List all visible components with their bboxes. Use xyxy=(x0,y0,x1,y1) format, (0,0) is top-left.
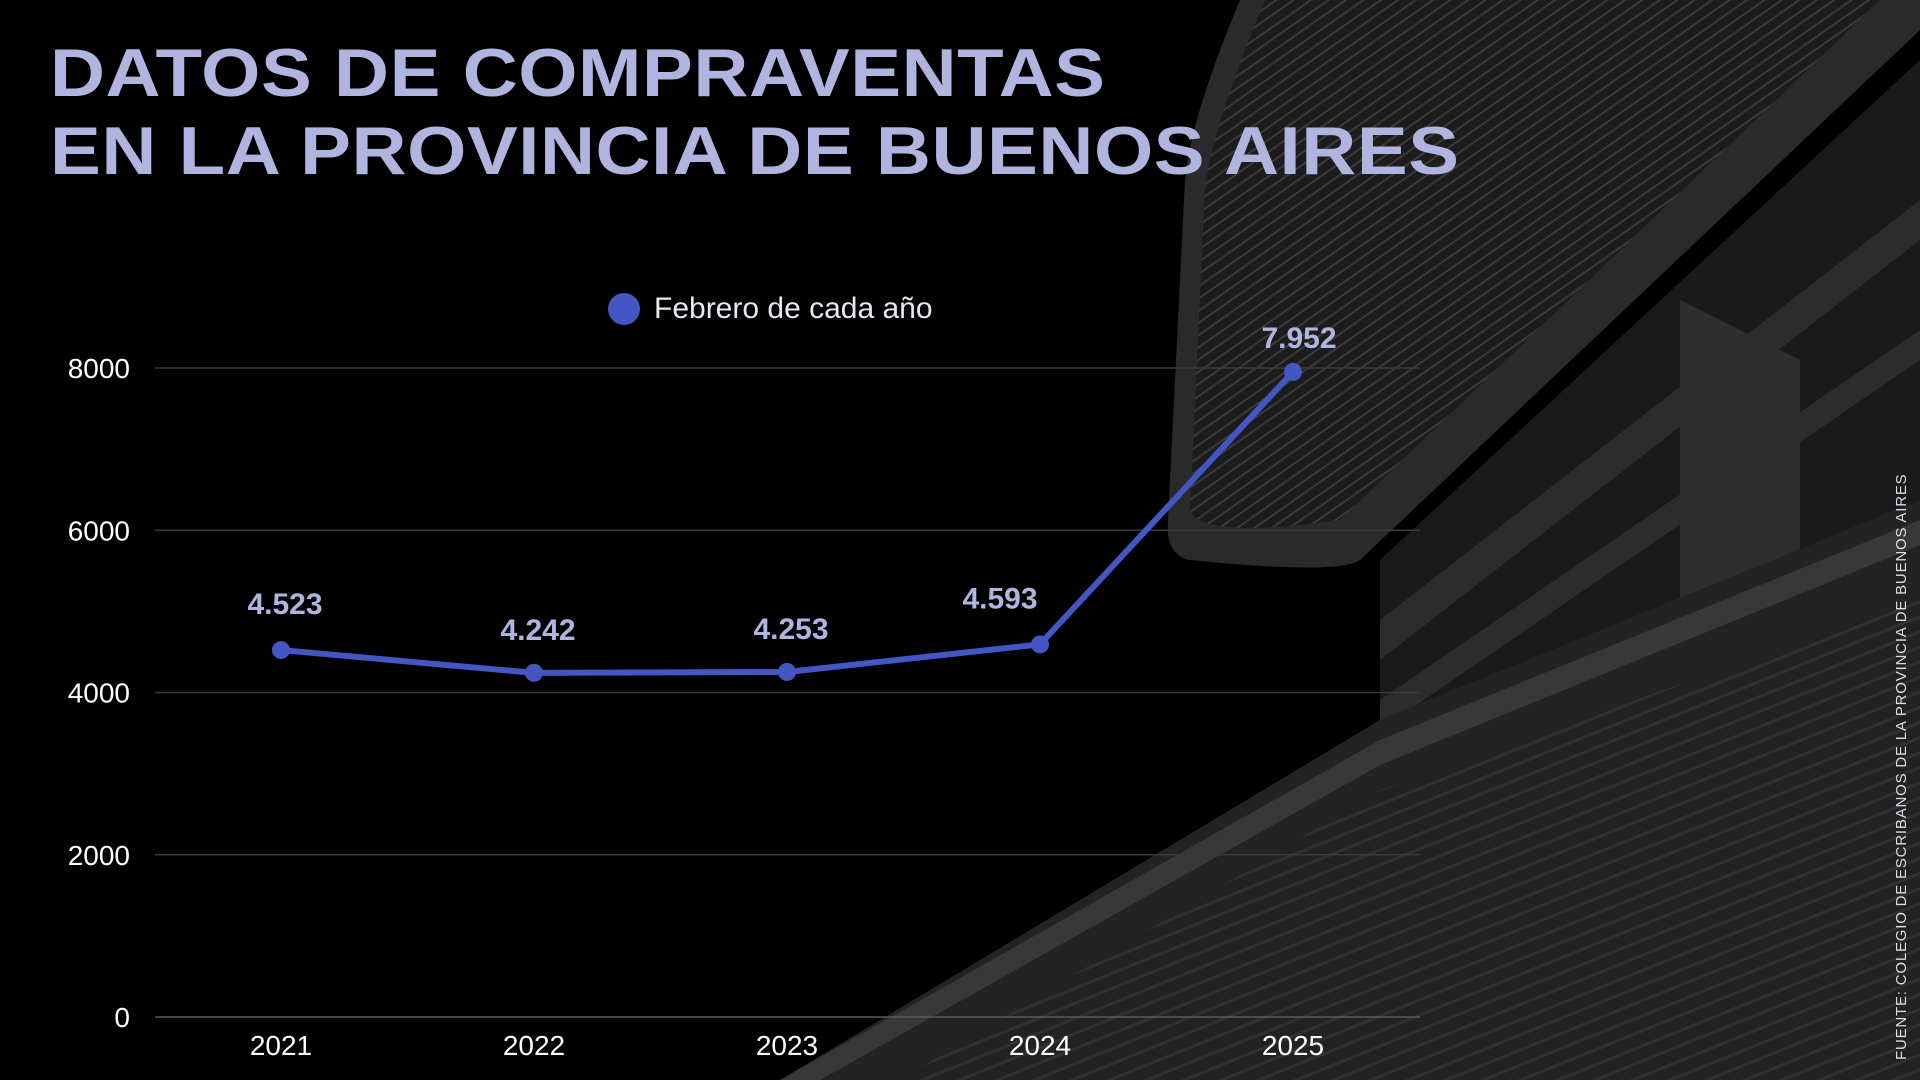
data-point xyxy=(272,641,290,660)
x-axis-tick-label: 2022 xyxy=(503,1030,565,1061)
data-label: 4.242 xyxy=(500,614,575,647)
title-line-1: DATOS DE COMPRAVENTAS xyxy=(50,35,1106,111)
legend-label: Febrero de cada año xyxy=(654,292,933,325)
y-axis-tick-label: 0 xyxy=(114,1002,130,1033)
legend-marker-icon xyxy=(608,293,640,325)
source-credit: FUENTE: COLEGIO DE ESCRIBANOS DE LA PROV… xyxy=(1893,473,1910,1060)
chart-legend: Febrero de cada año xyxy=(608,292,933,326)
data-point xyxy=(1031,635,1049,654)
y-axis-tick-label: 4000 xyxy=(68,678,130,709)
x-axis-tick-label: 2025 xyxy=(1262,1030,1324,1061)
x-axis-tick-label: 2023 xyxy=(756,1030,818,1061)
data-label: 4.253 xyxy=(753,613,828,646)
x-axis-tick-label: 2024 xyxy=(1009,1030,1071,1061)
y-axis-tick-label: 6000 xyxy=(68,515,130,546)
data-point xyxy=(1284,362,1302,381)
data-label: 4.523 xyxy=(247,588,322,621)
x-axis-tick-label: 2021 xyxy=(250,1030,312,1061)
page-title: DATOS DE COMPRAVENTAS EN LA PROVINCIA DE… xyxy=(50,34,1460,190)
y-axis-tick-label: 2000 xyxy=(68,840,130,871)
title-line-2: EN LA PROVINCIA DE BUENOS AIRES xyxy=(50,113,1460,189)
data-label: 4.593 xyxy=(962,582,1037,615)
data-point xyxy=(778,662,796,681)
data-point xyxy=(525,663,543,682)
y-axis-tick-label: 8000 xyxy=(68,353,130,384)
data-label: 7.952 xyxy=(1261,322,1336,355)
